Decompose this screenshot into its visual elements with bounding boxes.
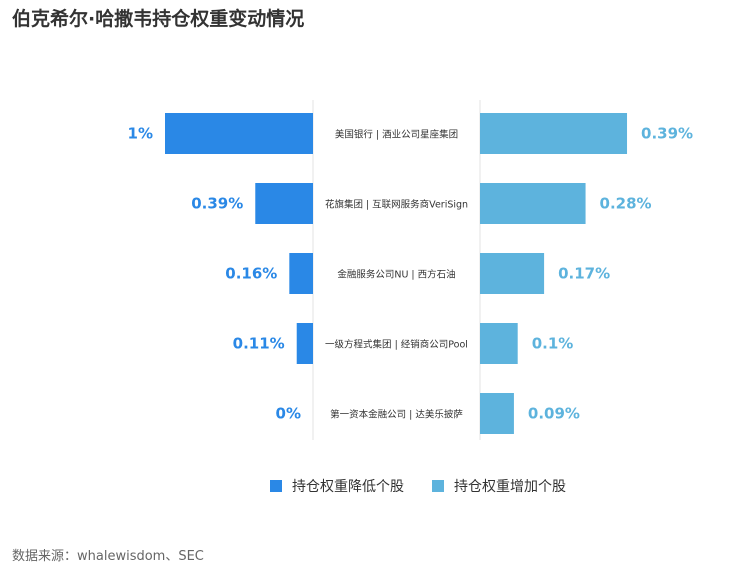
data-label-decrease: 0%	[276, 405, 301, 423]
data-label-decrease: 0.16%	[225, 265, 277, 283]
legend-label-increase: 持仓权重增加个股	[454, 479, 566, 495]
category-label: 金融服务公司NU | 西方石油	[337, 269, 455, 281]
bar-increase	[480, 253, 545, 294]
bar-decrease	[255, 183, 313, 224]
bar-decrease	[296, 323, 313, 364]
data-label-increase: 0.28%	[600, 195, 652, 213]
legend-item-decrease[interactable]: 持仓权重降低个股	[270, 476, 404, 496]
data-label-increase: 0.17%	[558, 265, 610, 283]
bar-decrease	[165, 113, 313, 154]
category-label: 一级方程式集团 | 经销商公司Pool	[325, 339, 468, 351]
bar-decrease	[289, 253, 313, 294]
legend-label-decrease: 持仓权重降低个股	[292, 479, 404, 495]
legend: 持仓权重降低个股 持仓权重增加个股	[0, 476, 732, 496]
data-label-decrease: 1%	[128, 125, 153, 143]
category-label: 美国银行 | 酒业公司星座集团	[335, 129, 458, 141]
legend-item-increase[interactable]: 持仓权重增加个股	[432, 476, 566, 496]
bars-layer: 1% 0.39% 美国银行 | 酒业公司星座集团 0.39% 0.28% 花旗集团 | 互…	[128, 100, 693, 440]
data-label-increase: 0.1%	[532, 335, 574, 353]
category-label: 花旗集团 | 互联网服务商VeriSign	[325, 199, 468, 211]
legend-swatch-decrease	[270, 480, 282, 492]
data-label-decrease: 0.11%	[233, 335, 285, 353]
bar-increase	[480, 323, 518, 364]
data-label-increase: 0.09%	[528, 405, 580, 423]
source-note: 数据来源：whalewisdom、SEC	[12, 549, 204, 564]
data-label-increase: 0.39%	[641, 125, 693, 143]
legend-swatch-increase	[432, 480, 444, 492]
category-label: 第一资本金融公司 | 达美乐披萨	[330, 409, 463, 421]
butterfly-chart: 1% 0.39% 美国银行 | 酒业公司星座集团 0.39% 0.28% 花旗集团 | 互…	[128, 100, 693, 440]
bar-increase	[480, 183, 586, 224]
chart-title: 伯克希尔·哈撒韦持仓权重变动情况	[12, 8, 305, 30]
bar-increase	[480, 113, 628, 154]
bar-increase	[480, 393, 514, 434]
data-label-decrease: 0.39%	[191, 195, 243, 213]
